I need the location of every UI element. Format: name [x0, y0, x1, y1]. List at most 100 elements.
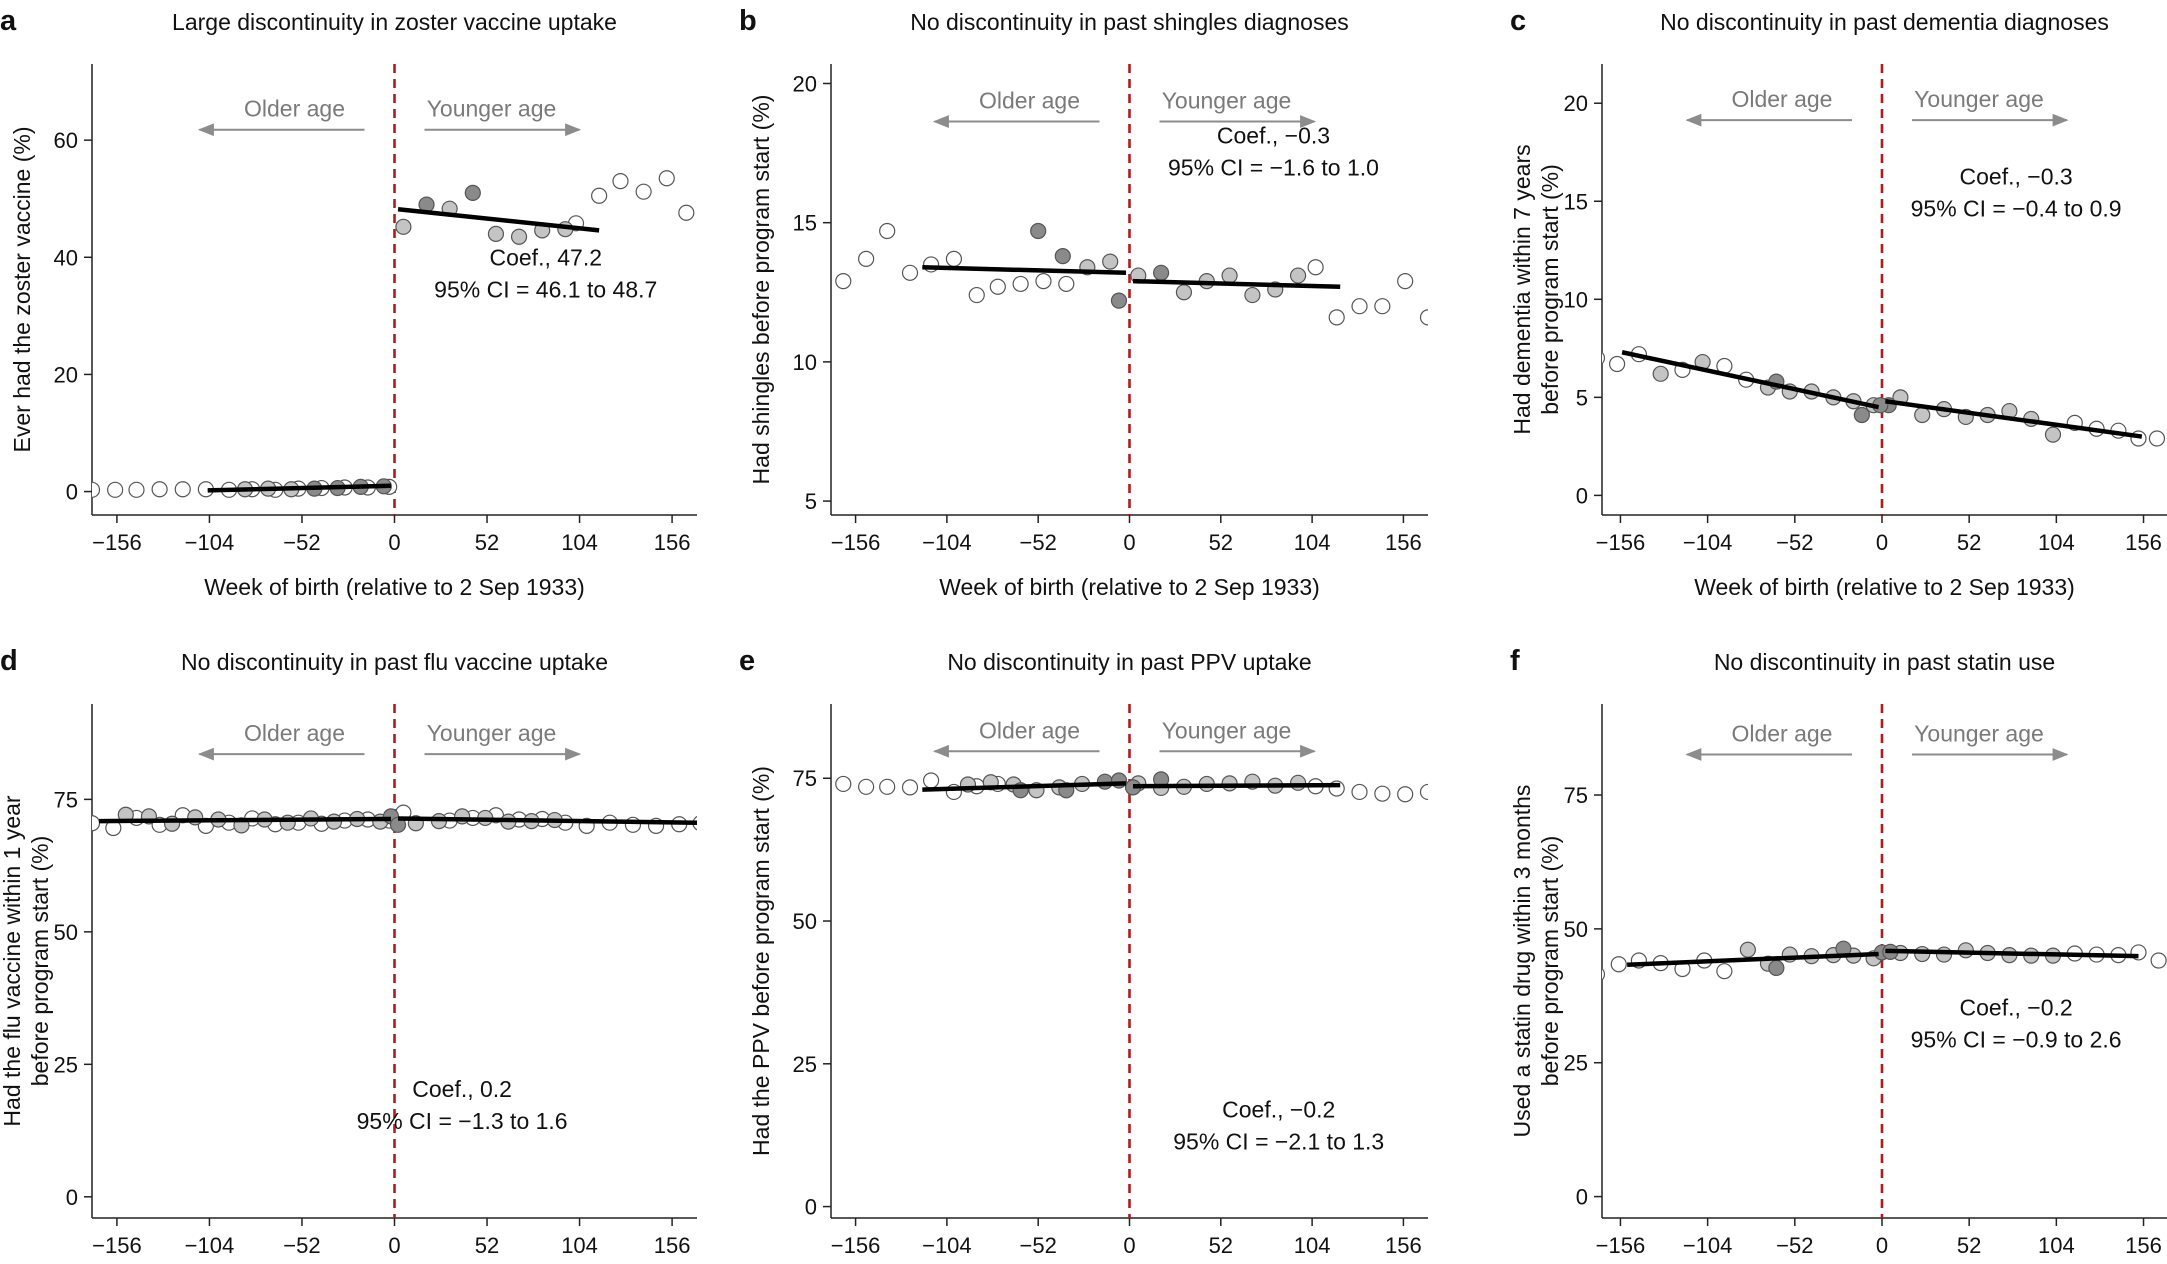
data-point-open — [879, 778, 896, 795]
ci-annotation: 95% CI = −0.9 to 2.6 — [1911, 1027, 2122, 1053]
data-point-open — [968, 286, 985, 304]
ci-annotation: 95% CI = −1.3 to 1.6 — [357, 1108, 568, 1134]
data-point-light — [1175, 284, 1193, 301]
chart-title: No discontinuity in past shingles diagno… — [910, 9, 1349, 35]
x-tick-label: 52 — [1209, 530, 1233, 555]
x-tick-label: 0 — [388, 1233, 400, 1258]
y-tick-label: 0 — [1576, 483, 1588, 508]
data-point-open — [945, 250, 963, 267]
older-age-label: Older age — [244, 720, 345, 746]
y-tick-label: 60 — [54, 128, 78, 153]
data-point-light — [1244, 286, 1261, 304]
points-group — [1602, 346, 2166, 447]
fit-line-left — [1621, 350, 1880, 410]
panel-c: c No discontinuity in past dementia diagn… — [1509, 5, 2167, 600]
fit-line-right — [1885, 948, 2139, 959]
data-point-open — [1419, 309, 1428, 326]
y-tick-label: 25 — [793, 1052, 817, 1077]
x-tick-label: −52 — [1776, 1233, 1813, 1258]
x-tick-label: −104 — [922, 530, 972, 555]
data-point-open — [678, 204, 695, 221]
chart-title: No discontinuity in past statin use — [1714, 649, 2055, 675]
fit-line-right — [397, 207, 600, 233]
y-tick-label: 10 — [1564, 287, 1588, 312]
data-point-dark — [1768, 959, 1785, 977]
x-tick-label: 52 — [1209, 1233, 1233, 1258]
x-tick-label: 104 — [561, 1233, 598, 1258]
younger-age-label: Younger age — [1162, 88, 1292, 114]
x-tick-label: 156 — [1385, 1233, 1422, 1258]
panel-letter: b — [739, 5, 757, 37]
x-tick-label: 104 — [561, 530, 598, 555]
x-tick-label: −104 — [1683, 1233, 1733, 1258]
y-axis-label: Had shingles before program start (%) — [748, 95, 774, 485]
y-tick-label: 15 — [1564, 189, 1588, 214]
y-tick-label: 20 — [54, 362, 78, 387]
y-tick-label: 50 — [54, 920, 78, 945]
y-axis-label-line: Had the flu vaccine within 1 year — [0, 795, 25, 1126]
data-point-open — [2148, 430, 2166, 447]
data-point-light — [510, 228, 528, 245]
data-point-open — [901, 779, 919, 796]
younger-age-label: Younger age — [427, 96, 557, 122]
older-age-label: Older age — [979, 88, 1080, 114]
y-tick-label: 50 — [793, 909, 817, 934]
younger-age-label: Younger age — [1162, 717, 1292, 743]
data-point-open — [128, 481, 145, 498]
x-tick-label: 156 — [1385, 530, 1422, 555]
older-age-label: Older age — [1731, 720, 1832, 746]
fit-line-left — [99, 816, 391, 824]
y-tick-label: 5 — [1576, 385, 1588, 410]
x-axis-label: Week of birth (relative to 2 Sep 1933) — [1694, 574, 2075, 600]
data-point-open — [1610, 956, 1627, 973]
points-group — [1602, 940, 2167, 981]
data-point-open — [858, 778, 875, 795]
data-point-dark — [389, 816, 407, 833]
data-point-dark — [1853, 406, 1870, 424]
panel-letter: e — [739, 645, 755, 677]
data-point-open — [1351, 298, 1368, 315]
points-group — [92, 804, 697, 837]
data-point-open — [1328, 309, 1345, 326]
x-tick-label: −156 — [831, 530, 881, 555]
data-point-open — [901, 264, 919, 281]
x-tick-label: −156 — [1596, 1233, 1646, 1258]
panel-letter: a — [0, 5, 17, 37]
x-tick-label: −156 — [92, 1233, 142, 1258]
data-point-open — [858, 250, 875, 267]
data-point-light — [1221, 775, 1238, 792]
x-tick-label: 52 — [475, 1233, 499, 1258]
data-point-light — [279, 814, 296, 831]
fit-line-left — [922, 264, 1127, 276]
data-point-light — [1935, 946, 1953, 963]
y-tick-label: 0 — [66, 1185, 78, 1210]
data-point-dark — [1054, 247, 1071, 265]
data-point-open — [1307, 259, 1324, 276]
y-tick-label: 50 — [1564, 917, 1588, 942]
data-point-open — [658, 170, 675, 187]
x-tick-label: −104 — [185, 530, 235, 555]
y-axis-label: Had the flu vaccine within 1 yearbefore … — [0, 795, 53, 1126]
data-point-open — [813, 249, 828, 264]
x-tick-label: −104 — [922, 1233, 972, 1258]
x-tick-label: 156 — [654, 1233, 691, 1258]
y-tick-label: 0 — [1576, 1185, 1588, 1210]
coef-annotation: Coef., 47.2 — [489, 245, 602, 271]
data-point-open — [1716, 963, 1733, 980]
fit-line-left — [207, 483, 391, 493]
data-point-light — [1289, 267, 1307, 284]
fit-line-right — [1132, 782, 1341, 789]
data-point-open — [879, 222, 896, 240]
y-axis-label-line: before program start (%) — [1537, 164, 1563, 415]
data-point-open — [174, 481, 191, 498]
data-point-open — [1351, 783, 1368, 801]
data-point-open — [835, 273, 852, 290]
y-tick-label: 0 — [66, 480, 78, 505]
x-tick-label: 52 — [1957, 530, 1981, 555]
points-group — [813, 222, 1428, 326]
x-axis-label: Week of birth (relative to 2 Sep 1933) — [204, 574, 585, 600]
panel-a: a Large discontinuity in zoster vaccine u… — [0, 5, 697, 600]
x-tick-label: 104 — [1294, 1233, 1331, 1258]
y-tick-label: 25 — [1564, 1051, 1588, 1076]
